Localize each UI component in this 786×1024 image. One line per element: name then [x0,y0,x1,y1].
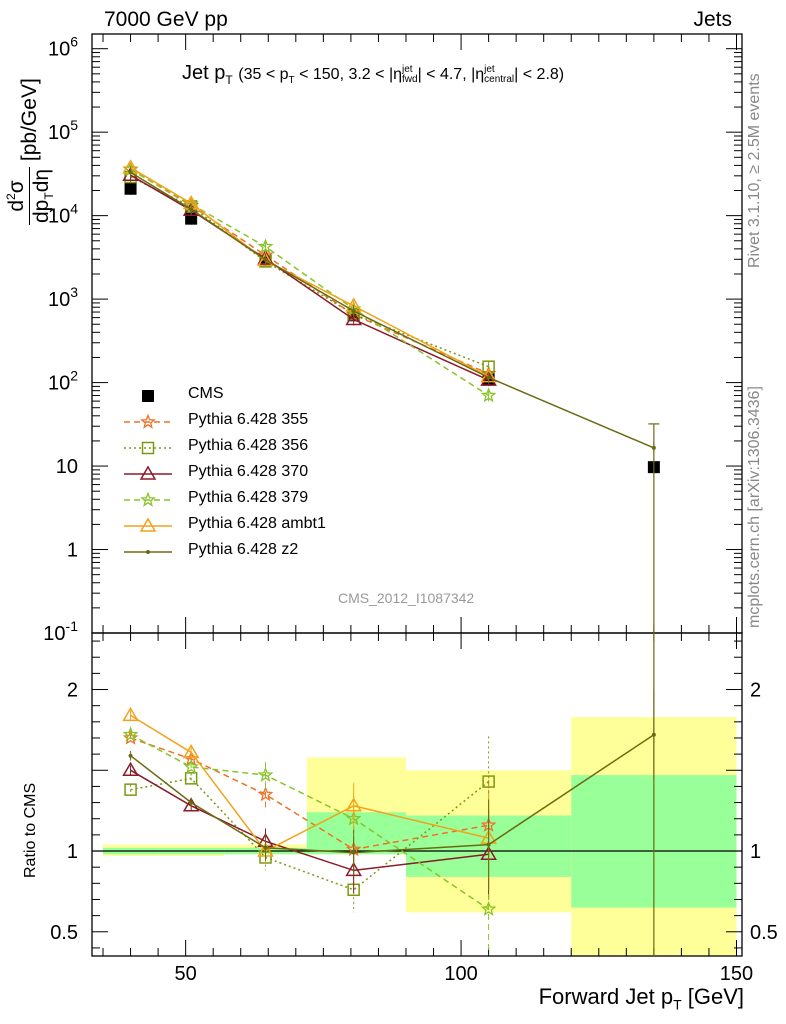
data-point [257,238,274,254]
x-tick-label: 100 [444,963,477,985]
ratio-point [257,786,274,802]
ratio-point [257,766,274,782]
ratio-point [182,744,200,759]
legend-label: Pythia 6.428 z2 [188,541,299,558]
legend-swatch [124,465,172,480]
main-y-axis-label: d2σ dpTdη [pb/GeV] [4,78,57,225]
main-y-tick-label: 106 [48,34,78,61]
ratio-band-inner [306,812,406,855]
ratio-point [128,753,133,758]
data-point [263,257,268,262]
data-point [124,182,137,195]
x-tick-label: 150 [720,963,753,985]
ratio-y-tick-label: 1 [750,841,761,863]
data-point [189,207,194,212]
data-point [345,311,362,326]
legend-swatch [124,441,172,455]
analysis-tag: CMS_2012_I1087342 [338,590,475,606]
legend-swatch [124,413,172,429]
ratio-point [189,800,194,805]
ratio-point [184,772,198,785]
legend-swatch [142,390,154,402]
mcplots-credit-label: mcplots.cern.ch [arXiv:1306.3436] [746,386,763,628]
ratio-point [480,900,497,916]
main-y-tick-label: 1 [67,540,78,562]
x-tick-label: 50 [175,963,197,985]
ratio-y-tick-label: 2 [67,680,78,702]
legend-label: Pythia 6.428 ambt1 [188,515,326,532]
data-point [351,309,356,314]
main-y-tick-label: 105 [48,117,78,144]
series-line [130,176,489,368]
main-y-tick-label: 10 [56,456,78,478]
ratio-point [122,729,139,745]
ratio-point [122,706,139,722]
x-axis-label: Forward Jet pT [GeV] [538,984,744,1013]
ratio-y-tick-label: 0.5 [50,922,78,944]
ratio-point [345,797,362,812]
legend-label: Pythia 6.428 355 [188,411,309,428]
legend-marker [141,441,155,455]
legend-label: Pythia 6.428 370 [188,463,309,480]
main-y-tick-label: 102 [48,368,78,395]
ratio-y-tick-label: 2 [750,680,761,702]
legend-marker [140,413,156,429]
ratio-series-line [130,734,655,854]
legend-marker [139,465,157,480]
series-pythia-6-428-355 [122,160,497,381]
ratio-point [486,842,491,847]
rivet-version-label: Rivet 3.1.10, ≥ 2.5M events [746,73,763,268]
series-pythia-6-428-356 [124,170,495,373]
ratio-point [263,845,268,850]
ratio-point [183,758,200,774]
series-line [130,171,655,449]
main-y-tick-label: 104 [48,201,78,228]
legend-marker [139,517,157,532]
legend-swatch [124,550,172,554]
ratio-point [351,850,356,855]
ratio-point [122,761,139,777]
main-y-tick-label: 10-1 [43,618,78,645]
legend-marker [142,390,154,402]
header-collision-label: 7000 GeV pp [104,8,228,31]
data-point [128,170,133,175]
legend-swatch [124,517,172,532]
ratio-point [482,775,495,788]
main-y-tick-label: 103 [48,284,78,311]
ratio-plot-frame [91,632,743,957]
series-line [130,167,489,378]
ratio-y-tick-label: 1 [67,841,78,863]
ratio-point [124,783,137,796]
legend-marker [140,491,156,507]
ratio-point [122,726,139,742]
legend-label: Pythia 6.428 379 [188,489,309,506]
ratio-series-line [130,737,489,851]
ratio-y-tick-label: 0.5 [750,922,778,944]
ratio-y-axis-label: Ratio to CMS [22,782,39,878]
series-pythia-6-428-ambt1 [122,159,497,383]
series-cms [124,182,660,474]
chart-title: Jet pT (35 < pT < 150, 3.2 < |η jet fwd | <… [182,62,565,87]
legend-label: CMS [188,385,224,402]
legend-marker [146,550,150,554]
data-point [480,387,497,403]
ratio-series-pythia-6-428-z2 [128,689,656,890]
legend-label: Pythia 6.428 356 [188,437,309,454]
legend-swatch [124,491,172,507]
ratio-point [345,861,362,877]
header-observable-label: Jets [693,8,732,31]
data-point [486,375,491,380]
